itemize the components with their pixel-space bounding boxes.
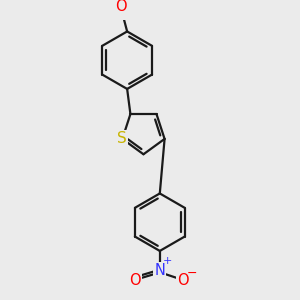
- Text: O: O: [177, 273, 188, 288]
- Text: S: S: [118, 131, 127, 146]
- Text: O: O: [129, 273, 141, 288]
- Text: +: +: [162, 256, 172, 266]
- Text: O: O: [115, 0, 126, 14]
- Text: −: −: [187, 267, 197, 280]
- Text: N: N: [154, 263, 165, 278]
